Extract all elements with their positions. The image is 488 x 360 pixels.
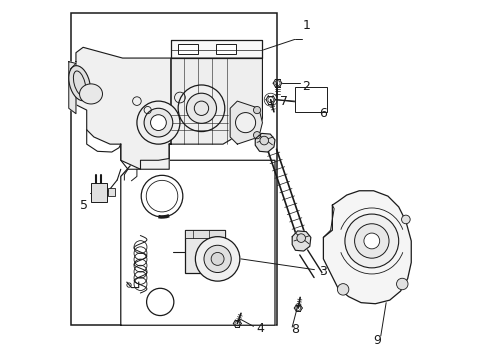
Bar [294, 87, 326, 112]
Text: 1: 1 [302, 19, 309, 32]
Circle shape [354, 224, 388, 258]
Polygon shape [171, 40, 262, 58]
Text: 3: 3 [319, 265, 326, 278]
Circle shape [253, 107, 260, 114]
Ellipse shape [80, 84, 102, 104]
Circle shape [363, 233, 379, 249]
Circle shape [296, 234, 305, 242]
Polygon shape [169, 58, 262, 144]
Text: 4: 4 [256, 322, 264, 335]
Text: 9: 9 [372, 334, 380, 347]
Circle shape [337, 284, 348, 295]
Ellipse shape [69, 66, 90, 101]
Circle shape [150, 115, 166, 131]
Polygon shape [76, 47, 171, 169]
Circle shape [195, 237, 239, 281]
Bar [185, 230, 224, 238]
Circle shape [396, 278, 407, 290]
Circle shape [235, 113, 255, 133]
Bar [215, 44, 235, 54]
Circle shape [253, 132, 260, 139]
Circle shape [178, 85, 224, 132]
Text: 7: 7 [279, 95, 287, 108]
Bar [108, 188, 115, 196]
Bar [178, 44, 198, 54]
Bar [185, 230, 224, 273]
Text: 5: 5 [80, 199, 88, 212]
Text: 8: 8 [290, 323, 298, 336]
Polygon shape [69, 62, 76, 114]
Polygon shape [323, 191, 410, 304]
Bar [70, 13, 276, 325]
Polygon shape [292, 231, 310, 251]
Bar [91, 183, 107, 202]
Circle shape [211, 252, 224, 265]
Text: 6: 6 [319, 107, 326, 120]
Circle shape [186, 93, 216, 123]
Polygon shape [255, 134, 274, 152]
Circle shape [137, 101, 180, 144]
Circle shape [260, 136, 268, 145]
Circle shape [401, 215, 409, 224]
Circle shape [344, 214, 398, 268]
Text: 2: 2 [302, 80, 309, 93]
Circle shape [144, 108, 172, 137]
Polygon shape [230, 101, 262, 144]
Polygon shape [121, 160, 274, 325]
Circle shape [203, 245, 231, 273]
